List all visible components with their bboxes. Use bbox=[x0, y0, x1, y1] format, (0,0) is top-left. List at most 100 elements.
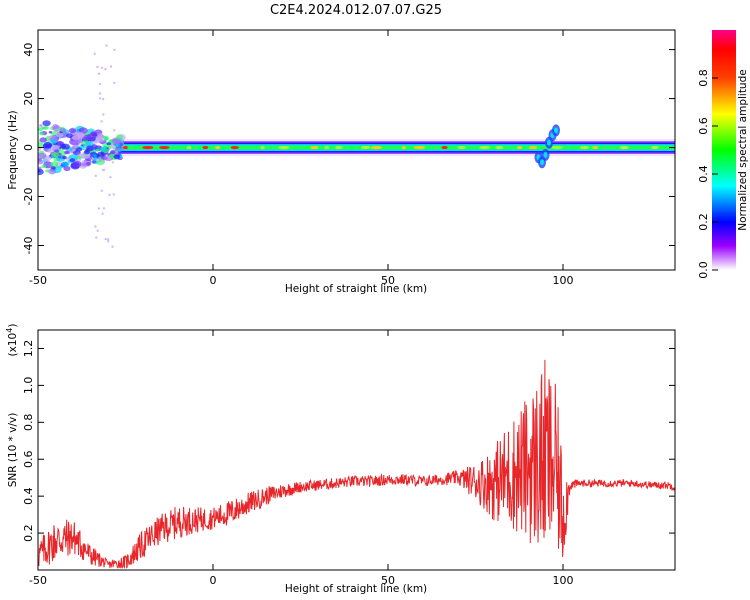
spectral-speck bbox=[102, 113, 105, 116]
band-hotspot bbox=[360, 145, 371, 150]
band-layer bbox=[115, 145, 675, 150]
band-hotspot bbox=[215, 145, 221, 150]
spectral-blob bbox=[76, 147, 83, 152]
snr-xlabel: Height of straight line (km) bbox=[285, 583, 427, 595]
x-tick-label: 50 bbox=[381, 574, 395, 587]
spectral-blob bbox=[45, 169, 50, 173]
spectral-speck bbox=[107, 240, 110, 243]
spectral-blob bbox=[62, 155, 67, 160]
spectral-blob bbox=[116, 143, 121, 146]
spectral-speck bbox=[101, 212, 104, 215]
spectral-speck bbox=[106, 238, 110, 241]
chart-title: C2E4.2024.012.07.07.G25 bbox=[270, 3, 442, 18]
band-hotspot bbox=[495, 145, 504, 150]
spectral-speck bbox=[97, 207, 101, 210]
spectral-blob bbox=[96, 136, 105, 143]
band-hotspot bbox=[278, 145, 290, 150]
band-hotspot bbox=[260, 145, 265, 150]
spectral-blob bbox=[50, 139, 58, 144]
band-hotspot bbox=[441, 145, 448, 150]
spectral-speck bbox=[112, 81, 116, 85]
spectral-blob bbox=[59, 127, 67, 133]
band-hotspot bbox=[413, 145, 426, 150]
spectral-blob bbox=[113, 154, 121, 160]
spectral-speck bbox=[100, 120, 103, 123]
y-tick-label: 40 bbox=[22, 43, 35, 57]
spectral-blob bbox=[39, 137, 47, 143]
band-hotspot bbox=[619, 145, 629, 150]
x-tick-label: 0 bbox=[210, 574, 217, 587]
spectral-speck bbox=[109, 175, 112, 179]
snr-frame bbox=[37, 329, 676, 571]
spectral-blob bbox=[50, 155, 55, 159]
spectrogram-xlabel: Height of straight line (km) bbox=[285, 283, 427, 295]
x-tick-label: -50 bbox=[29, 274, 47, 287]
spectrogram-ylabel: Frequency (Hz) bbox=[7, 110, 19, 189]
band-hotspot bbox=[651, 145, 659, 150]
band-hotspot bbox=[580, 145, 590, 150]
spectral-blob bbox=[68, 128, 76, 134]
spectral-blob bbox=[106, 142, 111, 146]
x-tick-label: 100 bbox=[553, 274, 574, 287]
snr-plot-area bbox=[38, 359, 675, 569]
band-hotspot bbox=[517, 145, 522, 150]
spectral-speck bbox=[102, 168, 106, 172]
spectral-speck bbox=[101, 97, 105, 101]
spectral-blob bbox=[86, 133, 97, 141]
spectral-speck bbox=[93, 52, 96, 55]
spectral-blob bbox=[81, 160, 85, 163]
band-hotspot bbox=[551, 145, 563, 150]
spectral-speck bbox=[96, 229, 99, 232]
spectral-speck bbox=[104, 67, 107, 71]
spectral-speck bbox=[111, 144, 114, 147]
spectral-blob bbox=[39, 124, 43, 127]
spectral-blob bbox=[100, 146, 108, 152]
spectral-blob bbox=[41, 164, 47, 169]
band-wiggle-core bbox=[547, 139, 551, 146]
spectral-blob bbox=[95, 148, 100, 152]
spectral-blob bbox=[91, 160, 97, 164]
spectral-blob bbox=[66, 133, 73, 139]
band-hotspot bbox=[186, 145, 192, 150]
spectral-blob bbox=[55, 140, 63, 146]
colorbar-tick-label: 0.0 bbox=[697, 261, 710, 279]
band-wiggle-core bbox=[540, 159, 544, 166]
colorbar-gradient bbox=[712, 30, 736, 270]
spectral-speck bbox=[98, 82, 102, 86]
band-hotspot bbox=[592, 145, 599, 150]
spectral-blob bbox=[51, 166, 56, 170]
spectral-speck bbox=[113, 48, 116, 52]
spectral-blob bbox=[43, 142, 53, 149]
spectral-speck bbox=[94, 174, 97, 178]
spectral-blob bbox=[38, 160, 44, 165]
band-hotspot bbox=[479, 145, 491, 150]
spectrogram-image bbox=[38, 44, 675, 248]
band-hotspot bbox=[159, 145, 170, 150]
spectral-blob bbox=[38, 168, 44, 176]
band-wiggle-core bbox=[543, 151, 548, 158]
band-hotspot bbox=[142, 145, 154, 150]
spectral-speck bbox=[92, 141, 96, 145]
band-hotspot bbox=[230, 145, 239, 150]
spectrogram-frame bbox=[37, 29, 676, 271]
spectral-speck bbox=[104, 237, 107, 241]
spectral-blob bbox=[57, 155, 62, 159]
spectral-speck bbox=[102, 207, 106, 210]
spectral-blob bbox=[47, 148, 54, 153]
spectral-blob bbox=[91, 144, 98, 149]
band-hotspot bbox=[370, 145, 383, 150]
spectral-speck bbox=[96, 65, 99, 69]
colorbar-ticks: 0.0 0.2 0.4 0.6 0.8 bbox=[697, 69, 718, 279]
spectral-blob bbox=[64, 150, 70, 155]
y-tick-label: -40 bbox=[22, 237, 35, 255]
spectral-speck bbox=[95, 236, 98, 239]
colorbar-tick-label: 0.2 bbox=[697, 213, 710, 231]
spectral-blob bbox=[48, 130, 53, 134]
spectral-blob bbox=[97, 151, 105, 157]
band-hotspot bbox=[457, 145, 467, 150]
spectral-speck bbox=[101, 160, 104, 163]
snr-ylabel: SNR (10 * v/v) bbox=[7, 413, 19, 488]
spectral-blob bbox=[93, 154, 97, 157]
spectral-blob bbox=[116, 134, 124, 140]
